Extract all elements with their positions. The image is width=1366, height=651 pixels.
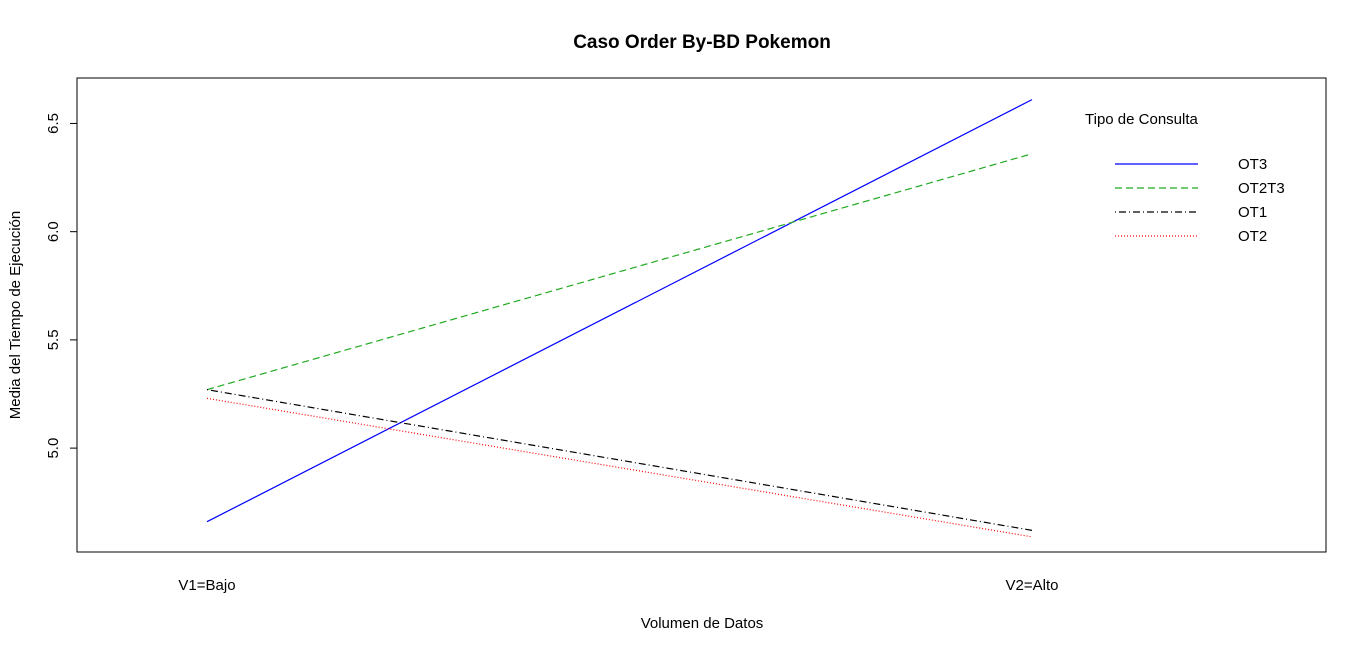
x-tick-label: V2=Alto — [1006, 577, 1059, 594]
chart-title: Caso Order By-BD Pokemon — [573, 32, 831, 53]
plot-frame — [76, 77, 1327, 553]
legend-title: Tipo de Consulta — [1085, 111, 1199, 128]
series-line-ot1 — [206, 389, 1033, 531]
y-axis-label: Media del Tiempo de Ejecución — [7, 211, 24, 419]
y-axis: 5.0 5.5 6.0 6.5 — [45, 113, 77, 459]
legend-label-ot3: OT3 — [1238, 156, 1267, 173]
legend-label-ot1: OT1 — [1238, 204, 1267, 221]
y-tick-label: 6.0 — [45, 221, 62, 242]
y-tick-label: 5.5 — [45, 329, 62, 350]
legend-label-ot2: OT2 — [1238, 228, 1267, 245]
x-axis: V1=Bajo V2=Alto — [178, 577, 1058, 594]
y-tick-label: 6.5 — [45, 113, 62, 134]
series-line-ot2 — [206, 397, 1033, 538]
series-lines — [206, 99, 1033, 538]
legend: Tipo de Consulta OT3 OT2T3 OT1 OT2 — [1085, 111, 1285, 245]
y-tick-label: 5.0 — [45, 438, 62, 459]
legend-label-ot2t3: OT2T3 — [1238, 180, 1285, 197]
series-line-ot2t3 — [206, 153, 1033, 391]
series-line-ot3 — [206, 99, 1033, 523]
x-axis-label: Volumen de Datos — [641, 615, 764, 632]
x-tick-label: V1=Bajo — [178, 577, 235, 594]
